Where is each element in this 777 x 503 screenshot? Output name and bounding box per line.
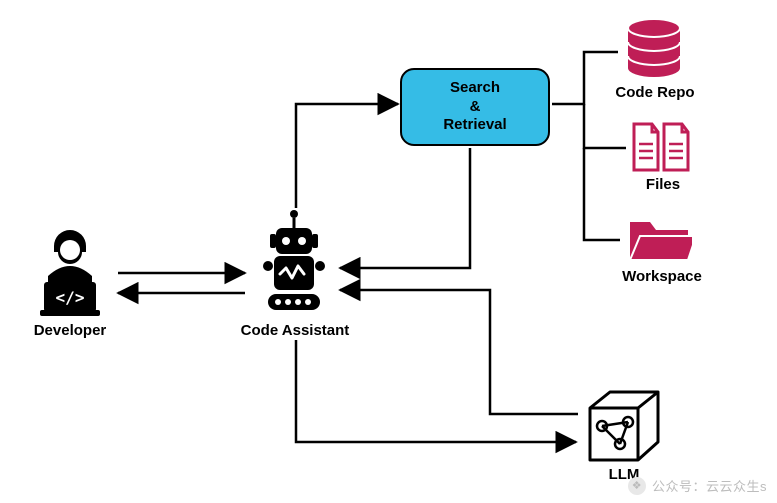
search-label-line2: &	[470, 98, 481, 117]
files-label: Files	[618, 176, 708, 193]
developer-icon: </>	[30, 226, 110, 318]
code-assistant-label: Code Assistant	[220, 322, 370, 339]
search-label-line3: Retrieval	[443, 116, 506, 135]
watermark-icon: ❖	[628, 477, 646, 495]
edge-assistant-to-llm	[296, 340, 576, 442]
edge-search-to-assistant	[340, 148, 470, 268]
watermark-text: 公众号：云云众生s	[652, 476, 767, 495]
search-retrieval-box: Search & Retrieval	[400, 68, 550, 146]
edge-search-to-workspace	[584, 148, 620, 240]
llm-icon	[580, 386, 666, 466]
edge-assistant-to-search	[296, 104, 398, 208]
search-label-line1: Search	[450, 79, 500, 98]
workspace-icon	[626, 214, 692, 266]
edge-llm-to-assistant	[340, 290, 578, 414]
developer-label: Developer	[8, 322, 132, 339]
svg-text:</>: </>	[56, 288, 85, 307]
watermark: ❖ 公众号：云云众生s	[628, 476, 767, 495]
edge-search-to-files	[584, 104, 626, 148]
code-assistant-icon	[252, 208, 336, 320]
files-icon	[630, 120, 694, 174]
workspace-label: Workspace	[604, 268, 720, 285]
code-repo-label: Code Repo	[602, 84, 708, 101]
code-repo-icon	[624, 18, 684, 82]
